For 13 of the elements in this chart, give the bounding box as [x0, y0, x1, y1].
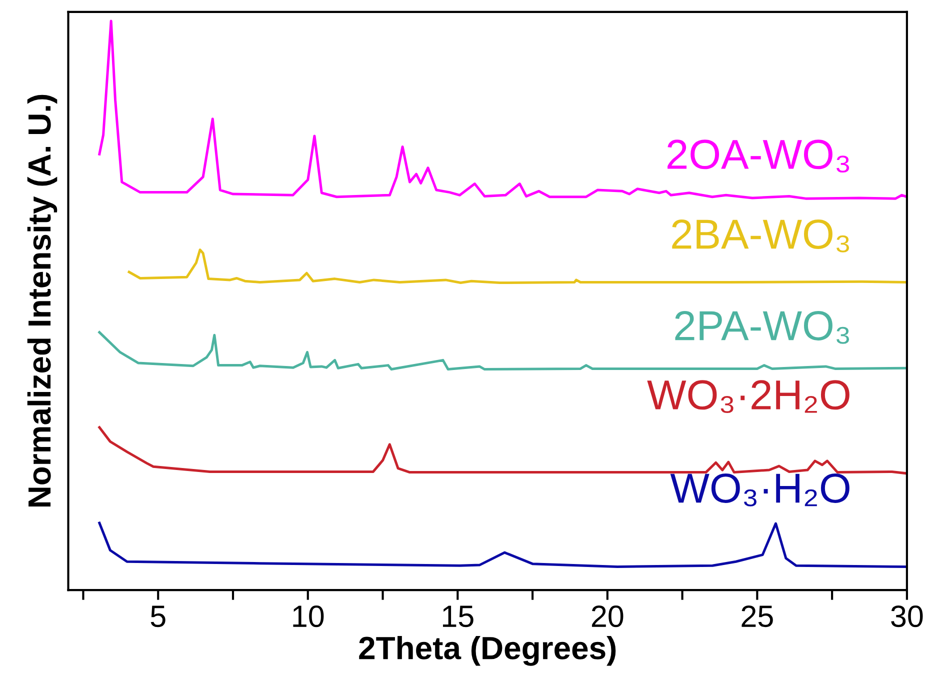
series-label: WO₃·2H₂O — [647, 380, 850, 414]
x-tick-label: 10 — [293, 605, 324, 628]
series-label: 2BA-WO₃ — [672, 219, 850, 252]
x-tick-label: 30 — [891, 605, 923, 628]
x-axis-title: 2Theta (Degrees) — [359, 636, 616, 666]
x-tick-label: 15 — [442, 606, 474, 628]
series-label: WO₃·H₂O — [670, 473, 850, 506]
series-label: 2OA-WO₃ — [668, 140, 850, 173]
x-tick-label: 25 — [742, 605, 773, 628]
series-label: 2PA-WO₃ — [675, 310, 850, 344]
x-tick-label: 20 — [592, 605, 624, 628]
x-tick-label: 5 — [150, 606, 166, 628]
y-axis-title: Normalized Intensity (A. U.) — [27, 94, 58, 507]
